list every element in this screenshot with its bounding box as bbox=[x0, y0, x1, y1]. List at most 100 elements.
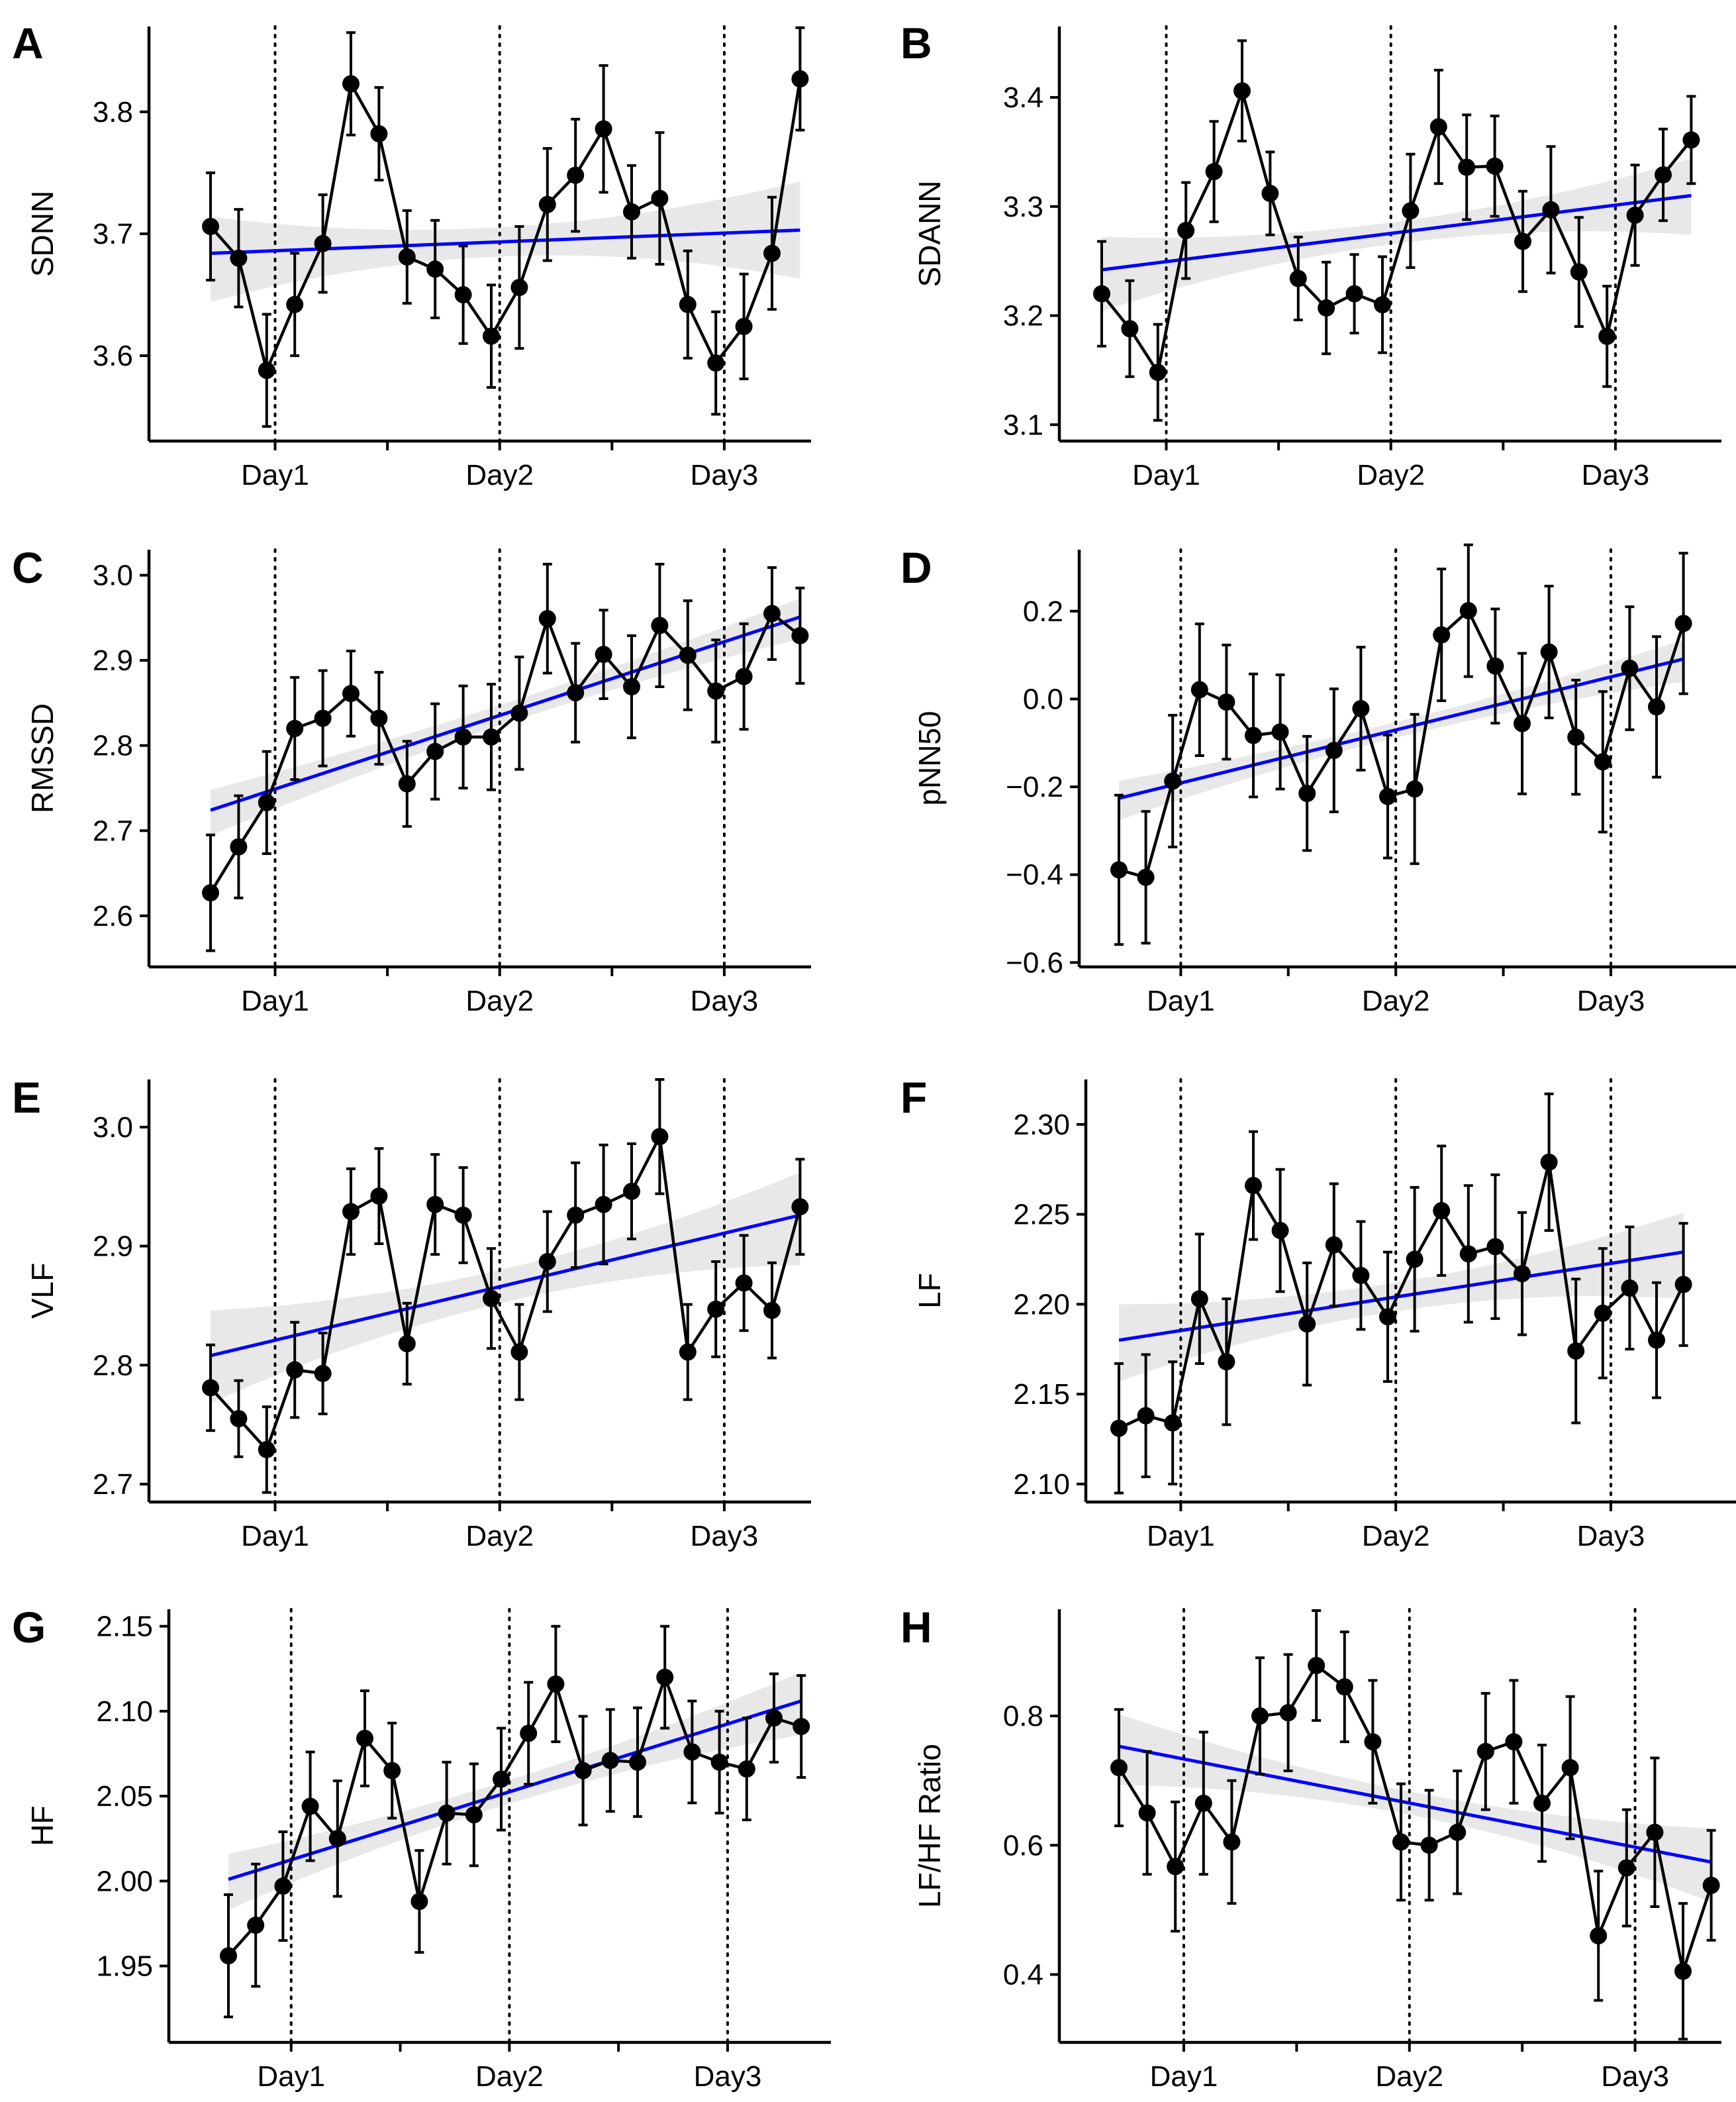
y-tick-label: 2.15 bbox=[96, 1611, 153, 1643]
y-tick-label: 2.20 bbox=[1013, 1288, 1070, 1321]
data-point bbox=[1261, 185, 1279, 203]
data-point bbox=[735, 668, 753, 685]
y-tick-label: −0.6 bbox=[1006, 946, 1063, 979]
data-point bbox=[230, 249, 248, 267]
data-point bbox=[342, 75, 360, 93]
data-point bbox=[1110, 1759, 1128, 1777]
confidence-band bbox=[1102, 158, 1692, 311]
data-point bbox=[1542, 201, 1560, 219]
data-point bbox=[465, 1806, 483, 1824]
data-point bbox=[1702, 1876, 1720, 1894]
series-line bbox=[227, 1672, 802, 1957]
data-point bbox=[623, 1182, 640, 1200]
x-tick-label: Day3 bbox=[1582, 459, 1650, 491]
data-point bbox=[1567, 728, 1585, 746]
data-point bbox=[679, 1343, 697, 1361]
data-point bbox=[791, 1198, 809, 1216]
data-point bbox=[1271, 1222, 1289, 1240]
data-point bbox=[454, 1206, 472, 1224]
data-point bbox=[1298, 1315, 1316, 1333]
y-tick-label: 0.0 bbox=[1023, 683, 1063, 715]
data-point bbox=[1406, 1250, 1423, 1268]
x-tick-label: Day1 bbox=[241, 459, 309, 491]
trend-line bbox=[1101, 193, 1692, 272]
data-point bbox=[595, 646, 612, 664]
data-point bbox=[1352, 1266, 1370, 1284]
data-point bbox=[314, 234, 332, 252]
data-point bbox=[1514, 715, 1531, 732]
data-point bbox=[398, 1334, 416, 1352]
data-point bbox=[438, 1804, 456, 1822]
x-tick-label: Day1 bbox=[241, 985, 309, 1017]
y-tick-label: 0.8 bbox=[1003, 1700, 1043, 1732]
x-tick-label: Day2 bbox=[475, 2060, 544, 2093]
y-axis-label: SDANN bbox=[912, 180, 947, 287]
panel-label: H bbox=[900, 1603, 932, 1652]
data-point bbox=[547, 1675, 565, 1693]
data-point bbox=[483, 327, 500, 345]
data-point bbox=[1505, 1733, 1523, 1751]
data-point bbox=[1486, 1238, 1504, 1256]
data-point bbox=[1379, 1308, 1396, 1326]
y-tick-label: 3.2 bbox=[1003, 300, 1043, 332]
x-tick-label: Day1 bbox=[1150, 2060, 1218, 2093]
y-tick-label: 3.0 bbox=[93, 1111, 133, 1144]
trend-line bbox=[210, 1213, 800, 1358]
data-point bbox=[1429, 118, 1447, 136]
series-line bbox=[209, 1131, 802, 1453]
panel-label: D bbox=[900, 543, 932, 592]
y-tick-label: 2.05 bbox=[96, 1780, 153, 1813]
panel-label: C bbox=[12, 543, 44, 592]
data-point bbox=[1223, 1833, 1241, 1851]
data-point bbox=[510, 704, 528, 722]
y-tick-label: 3.8 bbox=[93, 96, 133, 128]
data-point bbox=[1540, 1153, 1558, 1171]
data-point bbox=[595, 120, 612, 138]
data-point bbox=[763, 1301, 781, 1319]
data-point bbox=[1617, 1859, 1635, 1877]
data-point bbox=[426, 260, 444, 278]
data-point bbox=[1335, 1678, 1353, 1696]
data-point bbox=[567, 1206, 585, 1224]
data-point bbox=[1325, 742, 1343, 760]
data-point bbox=[356, 1729, 373, 1747]
data-point bbox=[763, 605, 781, 623]
trend-line bbox=[1118, 1744, 1712, 1864]
y-axis-label: SDNN bbox=[25, 191, 60, 277]
x-tick-label: Day1 bbox=[1147, 1520, 1215, 1552]
x-tick-label: Day2 bbox=[465, 1520, 534, 1552]
panel-C: C RMSSD 2.6 2.7 2.8 2.9 3.0 Day1 Day2 Day3 bbox=[12, 543, 811, 1017]
data-point bbox=[1682, 131, 1700, 149]
data-point bbox=[1626, 206, 1644, 224]
data-point bbox=[1449, 1823, 1467, 1841]
data-point bbox=[520, 1725, 538, 1742]
data-point bbox=[1567, 1342, 1585, 1360]
data-point bbox=[230, 1410, 248, 1428]
panel-E: E VLF 2.7 2.8 2.9 3.0 Day1 Day2 Day3 bbox=[12, 1073, 811, 1552]
data-point bbox=[1093, 285, 1110, 303]
data-point bbox=[707, 354, 725, 372]
data-point bbox=[623, 678, 640, 695]
trend-line bbox=[228, 1699, 802, 1881]
series-line bbox=[209, 611, 801, 894]
panel-B: B SDANN 3.1 3.2 3.3 3.4 Day1 Day2 Day3 bbox=[900, 19, 1721, 491]
y-tick-label: 3.1 bbox=[1003, 409, 1043, 441]
y-tick-label: 3.4 bbox=[1003, 81, 1043, 114]
data-point bbox=[1325, 1236, 1343, 1254]
data-point bbox=[510, 279, 528, 297]
data-point bbox=[651, 617, 669, 634]
y-tick-label: 2.30 bbox=[1013, 1109, 1070, 1141]
data-point bbox=[202, 884, 219, 902]
y-tick-label: 0.4 bbox=[1003, 1959, 1043, 1991]
panel-label: G bbox=[12, 1603, 46, 1652]
data-point bbox=[567, 684, 585, 701]
panel-F: F LF 2.10 2.15 2.20 2.25 2.30 Day1 Day2 Day3 bbox=[900, 1073, 1736, 1552]
data-point bbox=[1279, 1704, 1297, 1722]
data-point bbox=[398, 775, 416, 793]
data-point bbox=[651, 189, 669, 207]
y-axis-label: HF bbox=[25, 1805, 60, 1846]
data-point bbox=[1514, 232, 1531, 250]
data-point bbox=[707, 1300, 725, 1318]
data-point bbox=[1167, 1858, 1184, 1876]
